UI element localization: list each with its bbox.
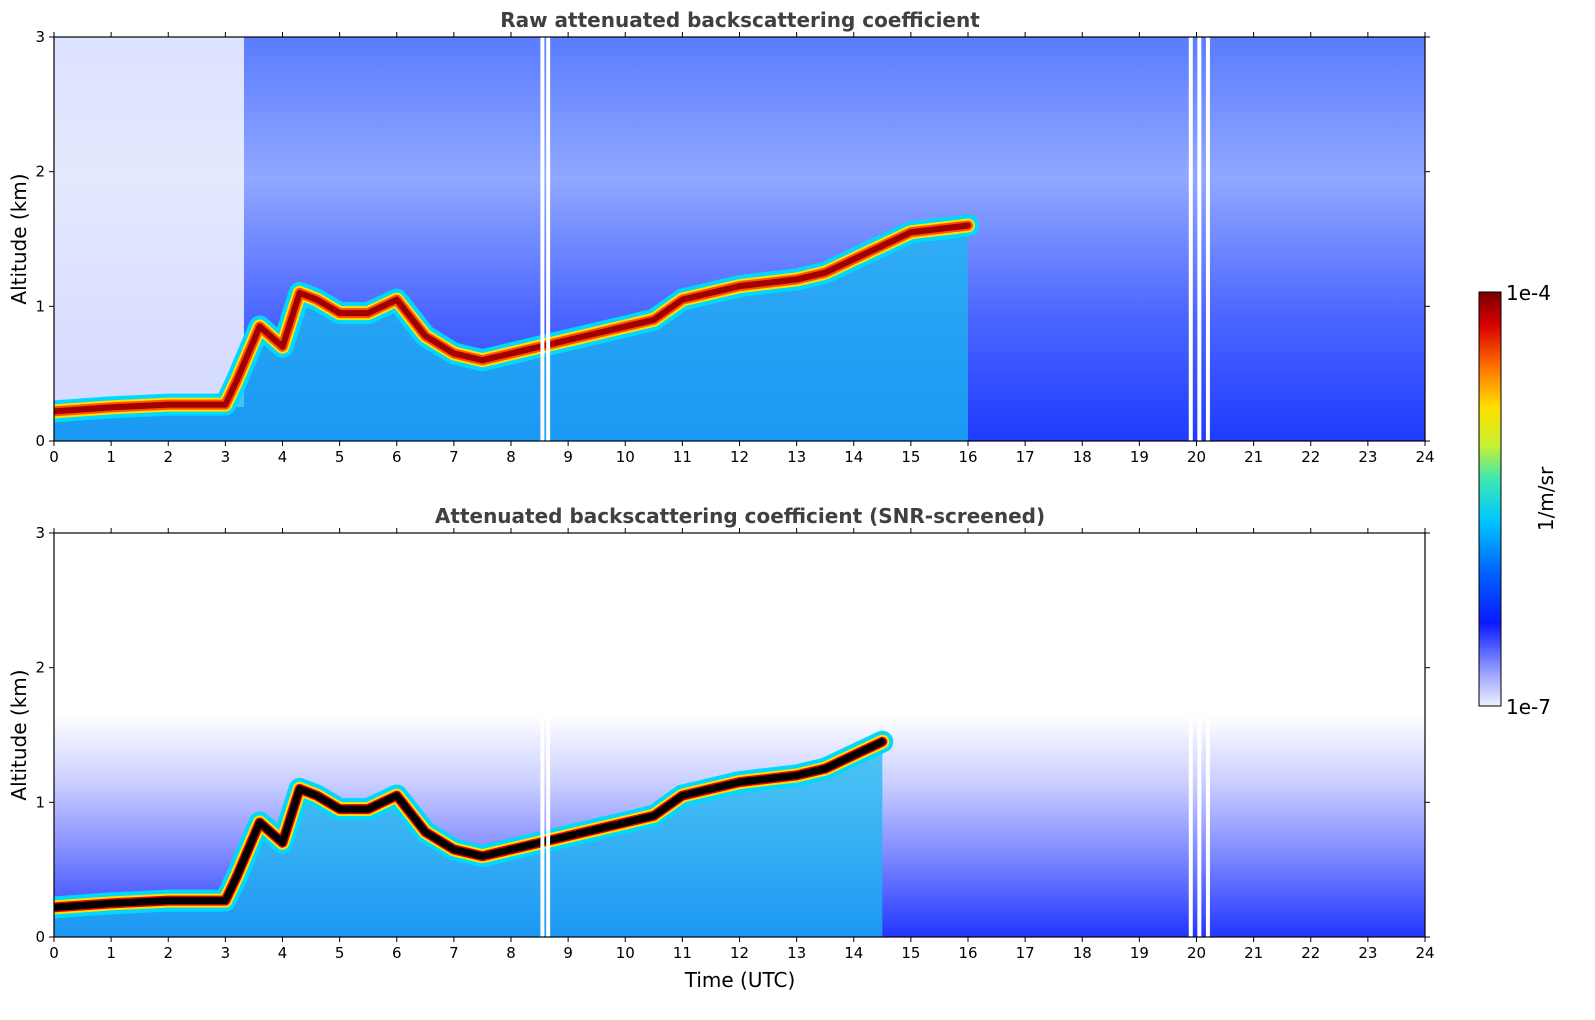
x-tick-label: 24 bbox=[1415, 944, 1434, 962]
y-tick-label: 0 bbox=[35, 928, 45, 946]
y-tick-label: 0 bbox=[35, 432, 45, 450]
x-tick-label: 9 bbox=[563, 448, 573, 466]
panel-raw-title: Raw attenuated backscattering coefficien… bbox=[500, 8, 980, 32]
panel-screened: Attenuated backscattering coefficient (S… bbox=[7, 504, 1435, 992]
x-tick-label: 19 bbox=[1130, 448, 1149, 466]
data-gap bbox=[540, 37, 545, 441]
y-tick-label: 3 bbox=[35, 524, 45, 542]
x-tick-label: 1 bbox=[106, 448, 116, 466]
panel-raw-xaxis: 0 1 2 3 4 5 6 7 8 9 10 11 12 13 14 15 16 17 18 19 20 21 22 23 24 bbox=[49, 32, 1435, 466]
x-tick-label: 12 bbox=[730, 944, 749, 962]
x-tick-label: 19 bbox=[1130, 944, 1149, 962]
x-tick-label: 23 bbox=[1358, 448, 1377, 466]
panel-screened-ylabel: Altitude (km) bbox=[7, 669, 31, 800]
x-tick-label: 7 bbox=[449, 944, 459, 962]
colorbar: 1e-4 1e-7 1/m/sr bbox=[1478, 281, 1558, 719]
colorbar-max-label: 1e-4 bbox=[1506, 281, 1551, 305]
x-tick-label: 12 bbox=[730, 448, 749, 466]
x-tick-label: 4 bbox=[278, 944, 288, 962]
x-tick-label: 16 bbox=[958, 944, 977, 962]
x-tick-label: 10 bbox=[616, 944, 635, 962]
x-tick-label: 2 bbox=[163, 448, 173, 466]
x-tick-label: 15 bbox=[901, 448, 920, 466]
x-tick-label: 3 bbox=[221, 944, 231, 962]
x-tick-label: 10 bbox=[616, 448, 635, 466]
panel-screened-title: Attenuated backscattering coefficient (S… bbox=[435, 504, 1045, 528]
x-tick-label: 13 bbox=[787, 944, 806, 962]
x-tick-label: 20 bbox=[1187, 448, 1206, 466]
panel-screened-layer bbox=[54, 730, 894, 937]
x-tick-label: 22 bbox=[1301, 448, 1320, 466]
panel-screened-gaps bbox=[540, 533, 1210, 937]
x-tick-label: 5 bbox=[335, 944, 345, 962]
x-tick-label: 24 bbox=[1415, 448, 1434, 466]
panel-screened-xlabel: Time (UTC) bbox=[684, 968, 796, 992]
x-tick-label: 18 bbox=[1073, 944, 1092, 962]
data-gap bbox=[1205, 37, 1210, 441]
x-tick-label: 17 bbox=[1016, 944, 1035, 962]
x-tick-label: 17 bbox=[1016, 448, 1035, 466]
x-tick-label: 6 bbox=[392, 944, 402, 962]
data-gap bbox=[540, 533, 545, 937]
x-tick-label: 0 bbox=[49, 944, 59, 962]
data-gap bbox=[1188, 533, 1193, 937]
panel-raw-clear-region bbox=[54, 37, 244, 407]
x-tick-label: 14 bbox=[844, 944, 863, 962]
x-tick-label: 23 bbox=[1358, 944, 1377, 962]
x-tick-label: 20 bbox=[1187, 944, 1206, 962]
x-tick-label: 9 bbox=[563, 944, 573, 962]
y-tick-label: 1 bbox=[35, 297, 45, 315]
panel-screened-yaxis: 0 1 2 3 bbox=[35, 524, 1430, 946]
x-tick-label: 16 bbox=[958, 448, 977, 466]
x-tick-label: 11 bbox=[673, 448, 692, 466]
x-tick-label: 3 bbox=[221, 448, 231, 466]
x-tick-label: 15 bbox=[901, 944, 920, 962]
x-tick-label: 21 bbox=[1244, 448, 1263, 466]
data-gap bbox=[1205, 533, 1210, 937]
panel-screened-xaxis: 0 1 2 3 4 5 6 7 8 9 10 11 12 13 14 15 16 17 18 19 20 21 22 23 24 bbox=[49, 528, 1435, 962]
data-gap bbox=[1188, 37, 1193, 441]
x-tick-label: 13 bbox=[787, 448, 806, 466]
data-gap bbox=[1197, 533, 1202, 937]
x-tick-label: 7 bbox=[449, 448, 459, 466]
x-tick-label: 14 bbox=[844, 448, 863, 466]
data-gap bbox=[1197, 37, 1202, 441]
y-tick-label: 3 bbox=[35, 28, 45, 46]
x-tick-label: 8 bbox=[506, 448, 516, 466]
x-tick-label: 0 bbox=[49, 448, 59, 466]
panel-raw: Raw attenuated backscattering coefficien… bbox=[7, 8, 1435, 466]
layer-top-band bbox=[54, 222, 971, 415]
colorbar-unit-label: 1/m/sr bbox=[1534, 466, 1558, 531]
x-tick-label: 5 bbox=[335, 448, 345, 466]
x-tick-label: 2 bbox=[163, 944, 173, 962]
colorbar-min-label: 1e-7 bbox=[1506, 695, 1551, 719]
y-tick-label: 1 bbox=[35, 793, 45, 811]
aerosol-layer-fill bbox=[54, 225, 968, 441]
x-tick-label: 1 bbox=[106, 944, 116, 962]
panel-raw-ylabel: Altitude (km) bbox=[7, 173, 31, 304]
panel-raw-gaps bbox=[540, 37, 1210, 441]
y-tick-label: 2 bbox=[35, 163, 45, 181]
aerosol-layer-fill bbox=[54, 741, 883, 937]
x-tick-label: 21 bbox=[1244, 944, 1263, 962]
panel-raw-yaxis: 0 1 2 3 bbox=[35, 28, 1430, 450]
x-tick-label: 8 bbox=[506, 944, 516, 962]
y-tick-label: 2 bbox=[35, 659, 45, 677]
x-tick-label: 6 bbox=[392, 448, 402, 466]
colorbar-gradient bbox=[1478, 291, 1502, 707]
data-gap bbox=[546, 533, 551, 937]
x-tick-label: 11 bbox=[673, 944, 692, 962]
x-tick-label: 4 bbox=[278, 448, 288, 466]
x-tick-label: 18 bbox=[1073, 448, 1092, 466]
layer-top-band bbox=[54, 738, 886, 911]
panel-raw-layer bbox=[54, 214, 979, 441]
data-gap bbox=[546, 37, 551, 441]
x-tick-label: 22 bbox=[1301, 944, 1320, 962]
